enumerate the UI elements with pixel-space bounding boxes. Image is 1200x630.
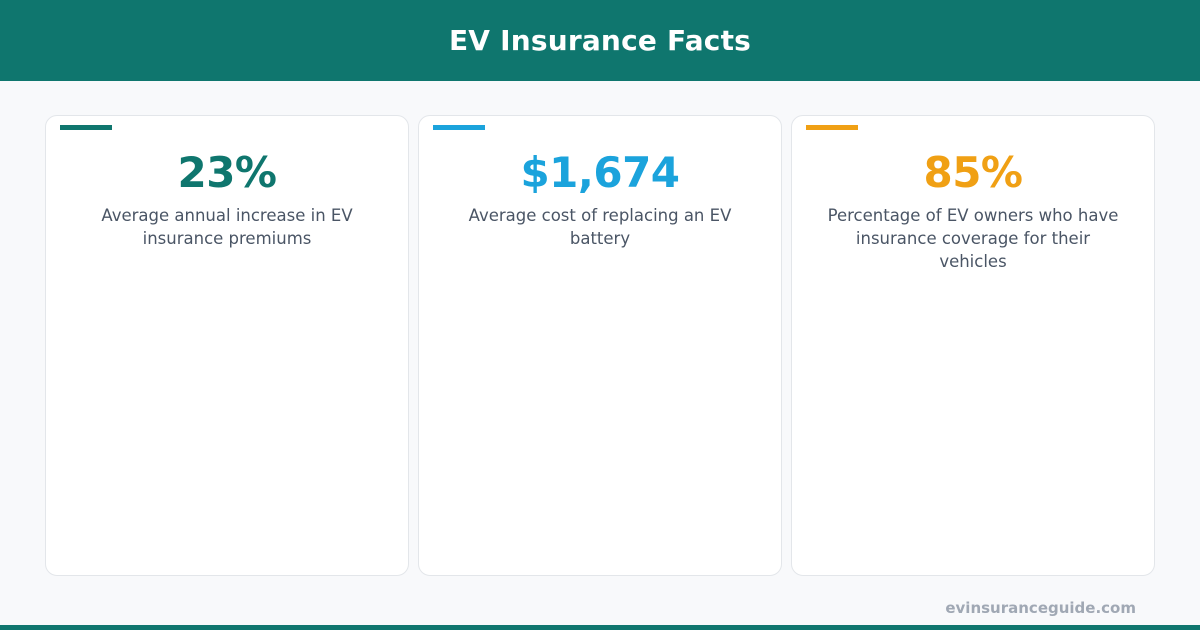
header-banner: EV Insurance Facts [0,0,1200,81]
stat-description: Average annual increase in EV insurance … [101,206,353,248]
card-accent-bar [433,125,485,130]
page-title: EV Insurance Facts [448,24,752,57]
stat-value: $1,674 [520,148,680,197]
stat-description: Percentage of EV owners who have insuran… [827,206,1119,271]
stat-value: 85% [923,148,1023,197]
stat-card-coverage-percentage: 85% Percentage of EV owners who have ins… [791,115,1155,576]
stat-card-premium-increase: 23% Average annual increase in EV insura… [45,115,409,576]
card-accent-bar [806,125,858,130]
bottom-accent-bar [0,625,1200,630]
stat-card-battery-cost: $1,674 Average cost of replacing an EV b… [418,115,782,576]
stat-value: 23% [177,148,277,197]
footer-website-link[interactable]: evinsuranceguide.com [945,599,1136,617]
stat-description: Average cost of replacing an EV battery [468,206,732,248]
card-accent-bar [60,125,112,130]
